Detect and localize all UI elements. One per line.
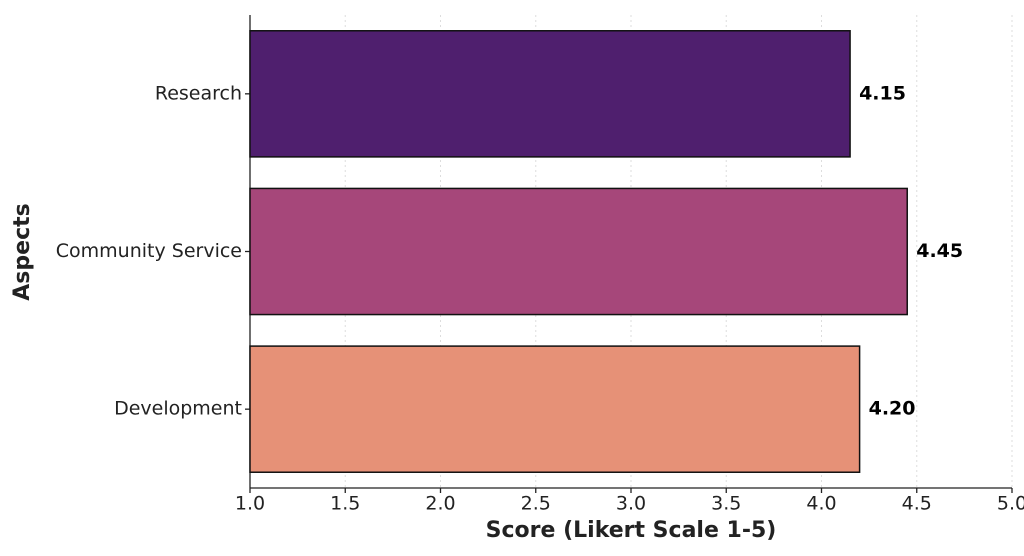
x-tick-label: 2.0 — [425, 493, 455, 515]
bar — [249, 187, 908, 316]
x-tick-label: 1.5 — [330, 493, 360, 515]
x-tick-label: 3.5 — [711, 493, 741, 515]
x-tick-label: 2.5 — [521, 493, 551, 515]
x-tick-label: 5.0 — [997, 493, 1024, 515]
y-tick-label: Research — [155, 82, 242, 104]
bar — [249, 30, 851, 158]
y-tick-label: Development — [114, 398, 242, 420]
x-tick-label: 4.0 — [806, 493, 836, 515]
x-tick-label: 3.0 — [616, 493, 646, 515]
x-tick-label: 4.5 — [902, 493, 932, 515]
y-axis-title: Aspects — [10, 203, 35, 300]
value-label: 4.20 — [869, 398, 916, 420]
x-axis-title: Score (Likert Scale 1-5) — [486, 518, 777, 543]
bar — [249, 345, 861, 473]
y-tick-label: Community Service — [56, 240, 242, 262]
x-tick-label: 1.0 — [235, 493, 265, 515]
value-label: 4.15 — [859, 82, 906, 104]
value-label: 4.45 — [916, 240, 963, 262]
